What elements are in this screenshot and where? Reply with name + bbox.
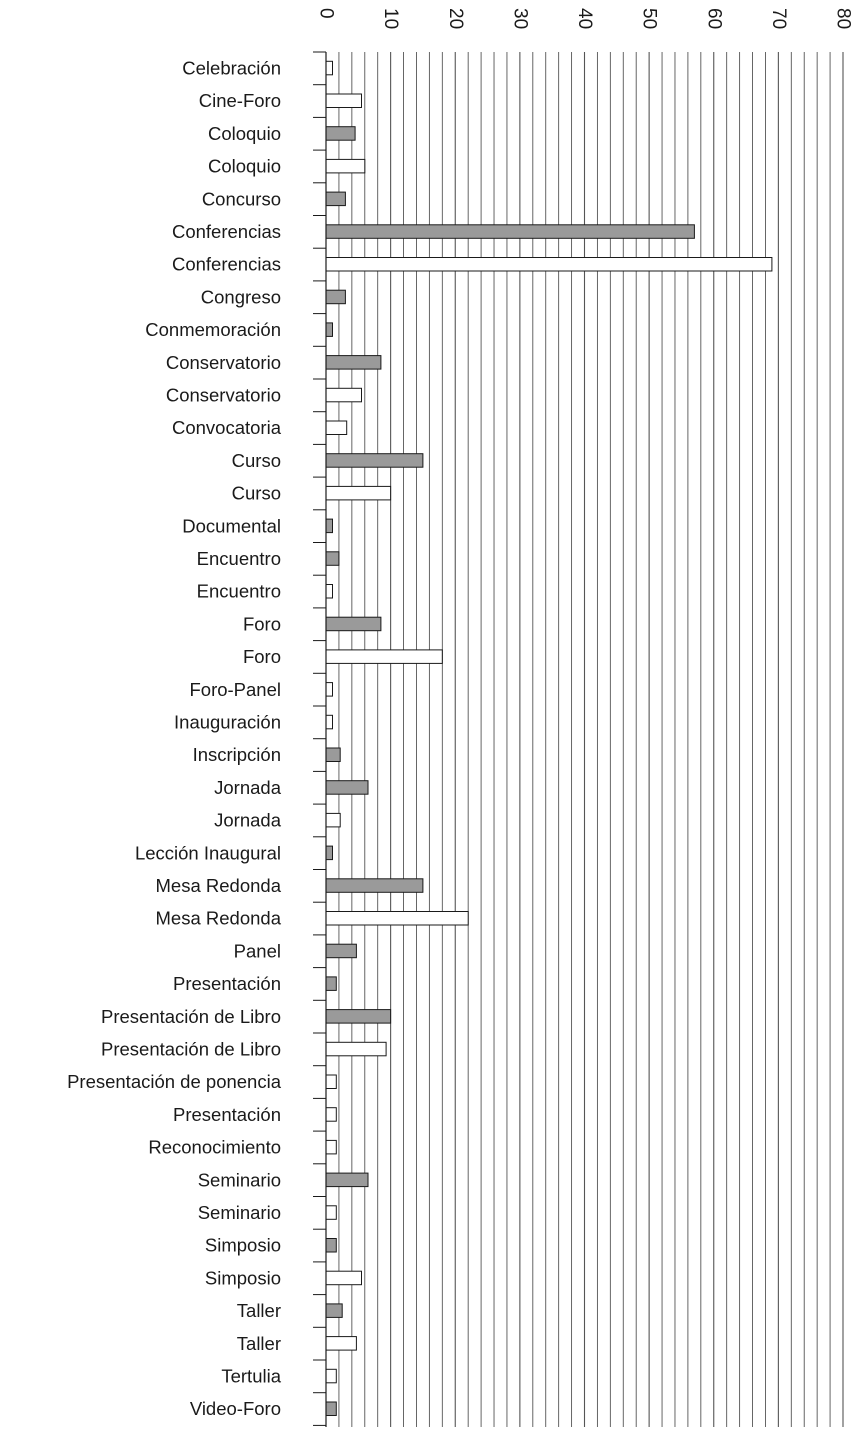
category-label: Curso (232, 450, 281, 471)
axes (313, 51, 327, 1427)
bar (325, 714, 333, 730)
bar (325, 1205, 337, 1220)
category-label: Documental (182, 515, 281, 536)
category-labels: Celebración Cine-Foro Coloquio Coloquio Conc… (67, 58, 282, 1420)
bar (325, 878, 424, 893)
category-label: Conferencias (172, 221, 281, 242)
bar (325, 485, 392, 501)
bar (325, 845, 333, 861)
x-tick-label: 60 (703, 8, 724, 29)
bar (325, 158, 366, 174)
category-label: Mesa Redonda (156, 875, 282, 896)
category-label: Conmemoración (145, 319, 281, 340)
bar (325, 126, 356, 141)
x-tick-label: 50 (639, 8, 660, 29)
bar (325, 518, 333, 534)
category-label: Taller (237, 1333, 281, 1354)
bar (325, 649, 443, 664)
category-label: Simposio (205, 1235, 281, 1256)
category-label: Encuentro (197, 548, 281, 569)
bar (325, 1336, 357, 1351)
bar (325, 191, 346, 207)
category-label: Conferencias (172, 254, 281, 275)
category-label: Panel (234, 940, 281, 961)
category-label: Inscripción (193, 744, 281, 765)
bar (325, 1368, 337, 1384)
bar (325, 355, 382, 370)
bar (325, 1238, 337, 1253)
bar (325, 551, 340, 566)
category-label: Seminario (198, 1202, 281, 1223)
bar (325, 747, 341, 762)
category-label: Jornada (214, 777, 282, 798)
x-tick-label: 10 (380, 8, 401, 29)
x-tick-labels: 0 10 20 30 40 50 60 70 80 (316, 8, 854, 29)
bar (325, 453, 424, 468)
bar (325, 60, 333, 76)
bar (325, 1009, 392, 1024)
bar (325, 420, 348, 435)
bar (325, 257, 773, 272)
bar (325, 1074, 337, 1089)
bar (325, 812, 341, 828)
category-label: Presentación de Libro (101, 1006, 281, 1027)
category-label: Tertulia (221, 1366, 281, 1387)
category-label: Presentación (173, 1104, 281, 1125)
category-label: Presentación (173, 973, 281, 994)
bars (325, 60, 773, 1416)
bar (325, 289, 346, 305)
bar (325, 1401, 337, 1416)
bar (325, 387, 362, 403)
bar (325, 1303, 343, 1318)
gridlines (338, 52, 844, 1427)
category-label: Celebración (182, 58, 281, 79)
bar (325, 911, 469, 926)
category-label: Foro (243, 646, 281, 667)
category-label: Mesa Redonda (156, 908, 282, 929)
category-label: Taller (237, 1300, 281, 1321)
bar (325, 976, 337, 991)
x-tick-label: 70 (768, 8, 789, 29)
category-label: Simposio (205, 1267, 281, 1288)
bar (325, 1270, 362, 1286)
category-label: Foro (243, 613, 281, 634)
bar (325, 780, 369, 795)
bar (325, 1041, 387, 1057)
category-label: Congreso (201, 286, 281, 307)
bar (325, 616, 382, 632)
category-label: Convocatoria (172, 417, 282, 438)
category-label: Coloquio (208, 123, 281, 144)
x-tick-label: 20 (445, 8, 466, 29)
category-label: Reconocimiento (148, 1137, 281, 1158)
category-label: Concurso (202, 188, 281, 209)
bar (325, 322, 333, 337)
category-label: Coloquio (208, 156, 281, 177)
bar (325, 584, 333, 599)
category-label: Conservatorio (166, 352, 281, 373)
category-label: Video-Foro (190, 1398, 281, 1419)
x-tick-label: 40 (574, 8, 595, 29)
bar (325, 682, 333, 697)
category-label: Foro-Panel (189, 679, 281, 700)
bar (325, 1139, 337, 1155)
category-label: Conservatorio (166, 385, 281, 406)
category-label: Lección Inaugural (135, 842, 281, 863)
bar (325, 93, 362, 108)
bar (325, 1107, 337, 1122)
x-tick-label: 30 (509, 8, 530, 29)
x-tick-label: 80 (833, 8, 854, 29)
category-label: Encuentro (197, 581, 281, 602)
bar (325, 224, 695, 239)
category-label: Seminario (198, 1169, 281, 1190)
category-label: Presentación de Libro (101, 1039, 281, 1060)
bar (325, 1172, 369, 1188)
category-label: Jornada (214, 810, 282, 831)
category-label: Curso (232, 483, 281, 504)
category-label: Cine-Foro (199, 90, 281, 111)
category-label: Inauguración (174, 712, 281, 733)
category-label: Presentación de ponencia (67, 1071, 282, 1092)
bar (325, 943, 357, 959)
x-tick-label: 0 (316, 8, 337, 19)
